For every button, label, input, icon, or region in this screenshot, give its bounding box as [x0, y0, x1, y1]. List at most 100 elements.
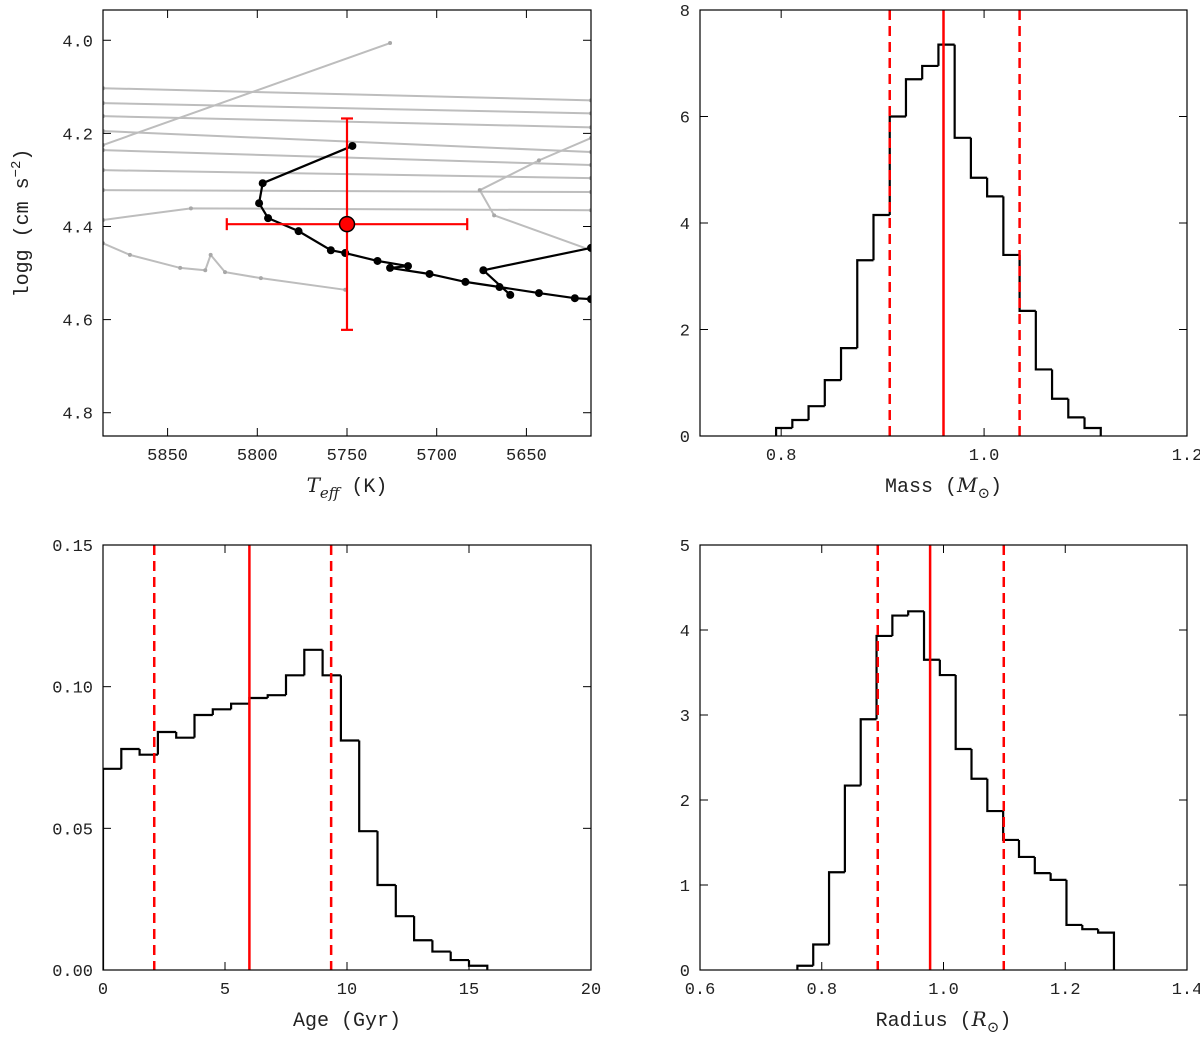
y-tick-label: 0: [680, 963, 690, 982]
label-part: ⊙: [977, 484, 990, 502]
histogram-bar: [303, 648, 323, 676]
x-tick-label: 5: [220, 981, 230, 1000]
histogram-bar: [839, 347, 858, 381]
label-part: −2: [9, 161, 25, 178]
y-tick-label: 5: [680, 538, 690, 557]
x-tick-label: 0.8: [766, 447, 797, 466]
histogram-bar: [937, 43, 955, 66]
histogram-bar: [156, 730, 177, 755]
track-point: [587, 243, 591, 252]
track-point: [208, 252, 213, 257]
histogram-bar: [970, 749, 988, 780]
track-point: [258, 179, 267, 188]
histogram-bar: [467, 960, 489, 970]
x-tick-label: 5750: [327, 447, 368, 466]
histogram-bar: [449, 951, 469, 962]
y-axis-label: logg (cm s−2): [9, 149, 35, 298]
x-tick-label: 0: [98, 981, 108, 1000]
histogram-bar: [986, 778, 1004, 813]
y-tick-label: 0.00: [52, 963, 93, 982]
track-point: [536, 158, 541, 163]
histogram-bar: [339, 675, 360, 742]
y-tick-label: 8: [680, 3, 690, 22]
measurement: [338, 215, 356, 233]
x-tick-label: 0.6: [685, 981, 716, 1000]
track-point: [373, 256, 382, 265]
plot-area: [774, 10, 1102, 436]
label-part: Age (Gyr): [293, 1010, 401, 1033]
track-point: [461, 277, 470, 286]
histogram-bar: [376, 831, 396, 887]
label-part: Radius (: [876, 1010, 972, 1033]
track-point: [386, 263, 395, 272]
track: [103, 102, 591, 115]
plot-area: [796, 545, 1116, 970]
panel: 0.6 0.8 1.0 1.2 1.4 0 1 2 3 4 5 Radius (R⊙): [680, 538, 1200, 1036]
track-point: [570, 294, 579, 303]
label-part: R: [971, 1007, 987, 1031]
track-point: [534, 289, 543, 298]
y-tick-label: 4.2: [62, 126, 93, 145]
track-point: [258, 276, 263, 281]
histogram-bar: [248, 696, 268, 704]
x-tick-label: 1.2: [1050, 981, 1081, 1000]
histogram-bar: [907, 610, 925, 616]
panel: 0.8 1.0 1.2 0 2 4 6 8 Mass (M⊙): [680, 3, 1200, 502]
label-part: eff: [320, 484, 342, 502]
histogram-bar: [1065, 879, 1083, 927]
histogram-bar: [796, 964, 814, 970]
histogram-bar: [954, 675, 972, 751]
histogram-bar: [175, 732, 195, 739]
x-axis-label: Radius (R⊙): [876, 1007, 1012, 1036]
x-tick-label: 5850: [147, 447, 188, 466]
x-tick-label: 10: [337, 981, 357, 1000]
label-part: logg (cm s: [12, 177, 35, 297]
plot-area: [103, 41, 591, 331]
y-tick-label: 0.15: [52, 538, 93, 557]
histogram-bar: [774, 426, 793, 436]
y-tick-label: 6: [680, 110, 690, 129]
histogram-bar: [827, 871, 845, 945]
histogram-bar: [1067, 398, 1085, 419]
histogram-bar: [823, 378, 842, 407]
y-tick-label: 2: [680, 793, 690, 812]
track-point: [203, 268, 208, 273]
histogram-bar: [1018, 254, 1036, 312]
histogram-bar: [193, 713, 213, 738]
label-part: ⊙: [987, 1018, 1000, 1036]
histogram-bar: [413, 916, 433, 942]
axes-frame: [699, 544, 1188, 971]
histogram-bar: [812, 943, 830, 966]
track-point: [495, 283, 504, 292]
histogram-bar: [1083, 417, 1102, 436]
histogram-bar: [138, 749, 158, 756]
track-point: [587, 295, 591, 304]
x-tick-label: 5700: [416, 447, 457, 466]
x-tick-label: 1.0: [928, 981, 959, 1000]
label-part: M: [956, 473, 978, 497]
x-tick-label: 1.4: [1172, 981, 1200, 1000]
histogram-bar: [953, 44, 971, 139]
label-part: ): [12, 149, 35, 161]
track-point: [425, 269, 434, 278]
track-point: [188, 206, 193, 211]
label-part: Mass (: [885, 476, 957, 499]
y-tick-label: 1: [680, 878, 690, 897]
y-tick-label: 0: [680, 429, 690, 448]
x-tick-label: 0.8: [806, 981, 837, 1000]
label-part: (K): [339, 476, 387, 499]
y-tick-label: 4: [680, 216, 690, 235]
histogram-bar: [904, 78, 923, 117]
track-point: [294, 227, 303, 236]
track-point: [477, 188, 482, 193]
x-tick-label: 5800: [237, 447, 278, 466]
y-tick-label: 4.4: [62, 219, 93, 238]
panel: 0 5 10 15 20 0.00 0.05 0.10 0.15 Age (Gyr): [52, 538, 601, 1033]
histogram-bar: [1097, 929, 1116, 970]
histogram-bar: [431, 940, 451, 953]
histogram-bar: [922, 611, 940, 661]
track-point: [388, 41, 393, 46]
plot-area: [103, 545, 489, 970]
histogram-bar: [266, 694, 286, 698]
track-point: [178, 265, 183, 270]
